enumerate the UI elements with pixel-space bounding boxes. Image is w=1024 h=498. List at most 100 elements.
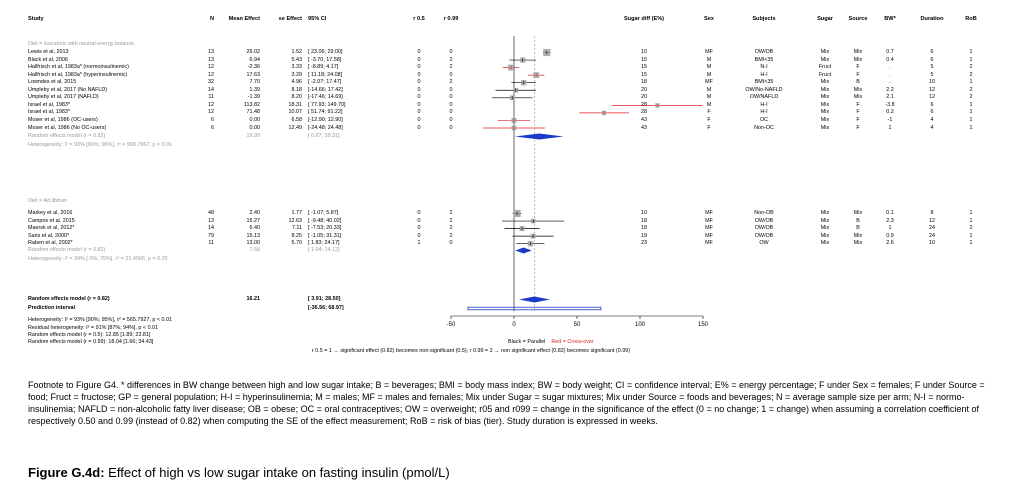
cell-n: 14 — [208, 225, 214, 232]
cell-sugar_diff: 43 — [641, 124, 647, 131]
study-name: Lowndes et al, 2015 — [28, 79, 77, 86]
study-name: Campos et al, 2015 — [28, 217, 75, 224]
cell-duration: 5 — [930, 71, 934, 78]
cell-sex: MF — [705, 210, 713, 216]
cell-n: 11 — [208, 94, 214, 101]
cell-r05: 0 — [417, 217, 421, 224]
cell-r05: 0 — [417, 79, 421, 86]
cell-sex: F — [707, 116, 711, 123]
cell-mean: 113.82 — [243, 101, 260, 108]
cell-n: 12 — [208, 71, 214, 78]
x-tick-label: 100 — [635, 322, 646, 328]
cell-n: 12 — [208, 64, 214, 71]
cell-source: F — [856, 109, 860, 116]
legend-note: r 0.5 = 1 → significant effect (0.82) be… — [312, 348, 631, 354]
cell-sugar_diff: 43 — [641, 116, 647, 123]
study-name: Israel et al, 1983* — [28, 109, 70, 116]
study-name: Moser et al, 1986 (OC-users) — [28, 116, 98, 123]
cell-r099: 2 — [449, 225, 453, 232]
cell-sex: MF — [705, 225, 713, 232]
cell-subjects: BMI<35 — [754, 79, 774, 86]
cell-mean: 17.63 — [246, 71, 261, 78]
cell-duration: 24 — [929, 232, 935, 239]
header-se: se Effect — [278, 16, 302, 22]
cell-duration: 12 — [929, 86, 935, 93]
cell-duration: 12 — [929, 94, 935, 101]
header-subjects: Subjects — [752, 16, 776, 22]
cell-source: F — [856, 71, 860, 78]
cell-ci: [-24.48; 24.48] — [308, 124, 343, 131]
x-tick-label: 150 — [698, 322, 709, 328]
cell-sugar: Mix — [820, 101, 830, 108]
x-tick-label: -50 — [447, 322, 456, 328]
cell-sex: MF — [705, 79, 713, 86]
cell-sex: MF — [705, 49, 713, 55]
cell-mean: 2.40 — [249, 210, 261, 216]
x-tick-label: 50 — [574, 322, 581, 328]
study-name: Hallfrisch et al, 1983a* (hyperinsulinem… — [28, 71, 128, 78]
cell-sugar: Mix — [820, 109, 830, 116]
cell-n: 48 — [208, 210, 214, 216]
cell-source: F — [856, 64, 860, 71]
cell-rob: 1 — [969, 217, 973, 224]
cell-r05: 0 — [417, 86, 421, 93]
cell-sex: MF — [705, 240, 713, 247]
figure-caption: Figure G.4d: Effect of high vs low sugar… — [28, 465, 450, 480]
cell-source: B — [856, 225, 860, 232]
cell-se: 7.11 — [291, 225, 302, 232]
cell-bw: -3.8 — [885, 101, 895, 108]
cell-r099: 2 — [449, 217, 453, 224]
cell-rob: 2 — [969, 71, 973, 78]
cell-n: 6 — [211, 116, 214, 123]
cell-ci: [ 1.83; 24.17] — [308, 240, 340, 247]
cell-mean: 13.00 — [246, 240, 261, 247]
cell-sugar: Fruct — [818, 64, 832, 71]
cell-sugar_diff: 18 — [641, 79, 647, 86]
legend: Black = Parallel Red = Cross-over — [508, 339, 594, 345]
cell-source: F — [856, 116, 860, 123]
cell-bw: . — [889, 79, 891, 86]
cell-bw: 0.7 — [886, 49, 894, 55]
study-name: Hallfrisch et al, 1983a* (normoinsulinem… — [28, 64, 129, 71]
cell-sex: F — [707, 124, 711, 131]
cell-sugar_diff: 28 — [641, 101, 647, 108]
overall-mean: 16.21 — [246, 296, 261, 302]
header-bw: BW* — [884, 16, 896, 22]
cell-rob: 2 — [969, 94, 973, 101]
cell-r099: 0 — [449, 124, 453, 131]
subgroup-summary-label: Random effects model (r = 0.82) — [28, 133, 106, 139]
cell-mean: 6.40 — [249, 225, 261, 232]
cell-source: B — [856, 79, 860, 86]
cell-bw: 0.4 — [886, 56, 894, 63]
cell-r099: 0 — [449, 49, 453, 55]
cell-se: 1.77 — [291, 210, 303, 216]
cell-rob: 1 — [969, 232, 973, 239]
subgroup-summary-mean: 7.58 — [249, 247, 261, 253]
cell-n: 12 — [208, 109, 214, 116]
cell-duration: 10 — [929, 240, 935, 247]
subgroup-diamond — [514, 133, 564, 140]
cell-subjects: H-I — [760, 109, 768, 116]
study-name: Moser et al, 1986 (No OC-users) — [28, 124, 107, 131]
cell-ci: [-17.46; 14.69] — [308, 94, 343, 101]
cell-sugar_diff: 19 — [641, 232, 647, 239]
cell-sex: MF — [705, 217, 713, 224]
cell-subjects: OC — [759, 116, 769, 123]
cell-duration: 6 — [930, 109, 934, 116]
cell-mean: 26.02 — [246, 49, 261, 55]
cell-mean: 15.13 — [246, 232, 261, 239]
cell-rob: 1 — [969, 56, 973, 63]
cell-sugar: Mix — [820, 240, 830, 247]
study-name: Raben et al, 2002* — [28, 240, 73, 247]
cell-sex: M — [706, 101, 712, 108]
cell-n: 79 — [208, 232, 214, 239]
cell-se: 5.70 — [291, 240, 303, 247]
overall-label: Random effects model (r = 0.82) — [28, 296, 110, 302]
cell-rob: 1 — [969, 124, 973, 131]
cell-r05: 0 — [417, 94, 421, 101]
header-sugar_diff: Sugar diff (E%) — [623, 16, 665, 22]
study-name: Maersk et al, 2012* — [28, 225, 75, 232]
cell-r099: 2 — [449, 79, 453, 86]
cell-bw: -1 — [887, 116, 893, 123]
cell-sugar: Mix — [820, 225, 830, 232]
